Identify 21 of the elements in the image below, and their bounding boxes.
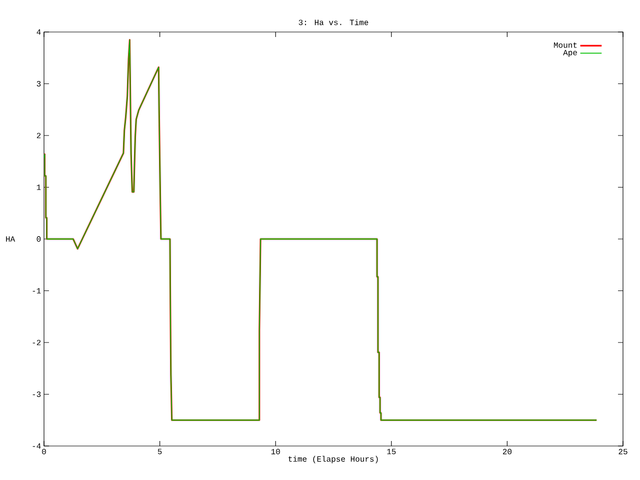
x-tick-label: 10 (271, 448, 280, 454)
x-tick-label: 5 (158, 448, 162, 454)
x-tick-label: 15 (387, 448, 396, 454)
y-tick-label: -3 (32, 392, 41, 397)
y-tick-label: 2 (36, 132, 41, 138)
y-tick-label: -2 (32, 340, 41, 346)
y-axis-title: HA (6, 236, 16, 242)
y-tick-label: -4 (32, 443, 41, 449)
legend-label: Mount (554, 42, 577, 48)
y-tick-label: 0 (36, 236, 41, 242)
line-series (44, 38, 598, 421)
x-tick-label: 20 (502, 448, 512, 454)
x-tick-label: 0 (42, 448, 46, 454)
legend-label: Ape (563, 50, 577, 57)
x-tick-label: 25 (618, 448, 628, 454)
y-tick-label: 1 (36, 184, 41, 190)
y-tick-label: -1 (32, 288, 41, 294)
chart-title: 3: Ha vs. Time (298, 19, 368, 26)
x-axis-title: time (Elapse Hours) (288, 456, 378, 464)
y-tick-label: 4 (36, 29, 41, 35)
y-tick-label: 3 (36, 81, 41, 86)
